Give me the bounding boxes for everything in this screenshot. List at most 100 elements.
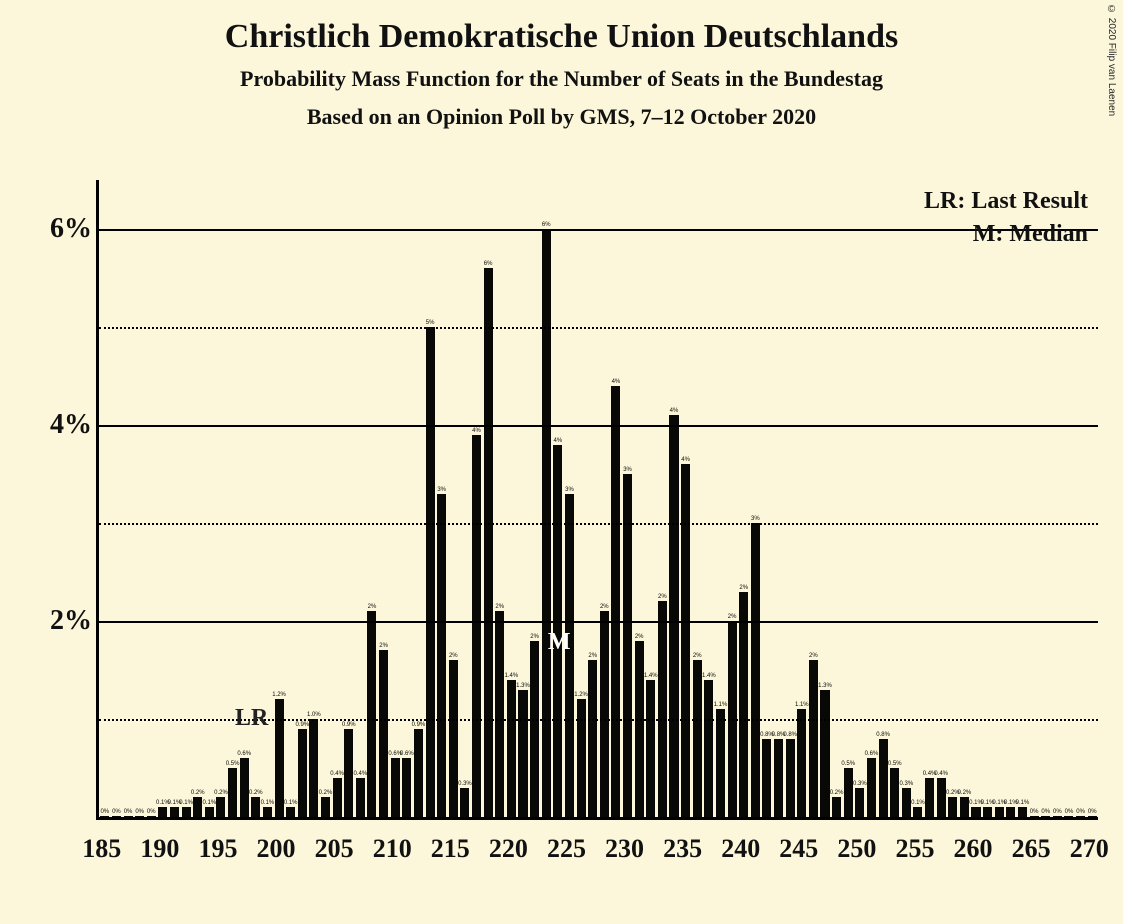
bar [484,268,493,817]
bar [507,680,516,817]
bar [286,807,295,817]
bar [472,435,481,817]
bar-value-label: 1.3% [818,683,832,689]
bar [577,699,586,817]
bar-value-label: 4% [553,438,562,444]
bar-value-label: 0.6% [400,751,414,757]
bar-value-label: 0.5% [226,761,240,767]
legend-lr: LR: Last Result [924,188,1088,215]
marker-last-result: LR [235,705,268,732]
bar-value-label: 0.4% [330,771,344,777]
x-tick-label: 260 [954,834,993,864]
bar [1041,816,1050,818]
bar [762,739,771,817]
bar-value-label: 0.1% [284,800,298,806]
bar [774,739,783,817]
bar-value-label: 3% [623,467,632,473]
bar [112,816,121,818]
bar [402,758,411,817]
bar-value-label: 4% [612,379,621,385]
bar [391,758,400,817]
title-block: Christlich Demokratische Union Deutschla… [0,0,1123,130]
bar [890,768,899,817]
bar-value-label: 1.1% [714,702,728,708]
bar [844,768,853,817]
gridline-minor [99,523,1098,525]
x-tick-label: 250 [837,834,876,864]
bar-value-label: 2% [658,594,667,600]
bar [1088,816,1097,818]
bar-value-label: 0% [112,809,121,815]
bar [693,660,702,817]
bar-value-label: 2% [635,634,644,640]
bar [344,729,353,817]
bar-value-label: 0.8% [783,732,797,738]
bar [170,807,179,817]
x-tick-label: 220 [489,834,528,864]
bar [797,709,806,817]
x-tick-label: 195 [198,834,237,864]
bar-value-label: 0.8% [876,732,890,738]
bar [124,816,133,818]
bar-value-label: 0.2% [249,790,263,796]
bar [1076,816,1085,818]
bar [1064,816,1073,818]
bar-value-label: 6% [484,261,493,267]
x-tick-label: 265 [1012,834,1051,864]
bar-value-label: 0% [1065,809,1074,815]
bar [135,816,144,818]
bar-value-label: 0% [135,809,144,815]
bar [263,807,272,817]
legend: LR: Last Result M: Median [924,188,1088,254]
bar [182,807,191,817]
bar [751,523,760,817]
bar [832,797,841,817]
bar [321,797,330,817]
bar-value-label: 3% [565,487,574,493]
bar-value-label: 0.2% [830,790,844,796]
x-tick-label: 210 [373,834,412,864]
bar-value-label: 2% [739,585,748,591]
bar-value-label: 0.3% [458,781,472,787]
x-tick-label: 215 [431,834,470,864]
bar-value-label: 0% [147,809,156,815]
bar [298,729,307,817]
bar-value-label: 0.1% [261,800,275,806]
bar [1053,816,1062,818]
bar [193,797,202,817]
x-tick-label: 185 [82,834,121,864]
bar [960,797,969,817]
bar [356,778,365,817]
bar [426,327,435,817]
bar [367,611,376,817]
bar-value-label: 4% [681,457,690,463]
bar [646,680,655,817]
x-tick-label: 240 [721,834,760,864]
bar-value-label: 2% [693,653,702,659]
bar [820,690,829,817]
bar-value-label: 1.3% [516,683,530,689]
bar-value-label: 1.2% [574,692,588,698]
bar [879,739,888,817]
subtitle-1: Probability Mass Function for the Number… [0,66,1123,92]
bar [623,474,632,817]
bar [704,680,713,817]
bar-value-label: 0% [1076,809,1085,815]
bar [681,464,690,817]
bar [786,739,795,817]
x-tick-label: 270 [1070,834,1109,864]
bar-value-label: 0% [1088,809,1097,815]
bar-value-label: 2% [530,634,539,640]
bar [716,709,725,817]
bar [449,660,458,817]
x-tick-label: 255 [895,834,934,864]
bar [971,807,980,817]
bar [588,660,597,817]
bar [809,660,818,817]
bar-value-label: 4% [472,428,481,434]
gridline-minor [99,327,1098,329]
bar [147,816,156,818]
bar-value-label: 0.4% [934,771,948,777]
bar-value-label: 0% [1041,809,1050,815]
bar-value-label: 2% [588,653,597,659]
